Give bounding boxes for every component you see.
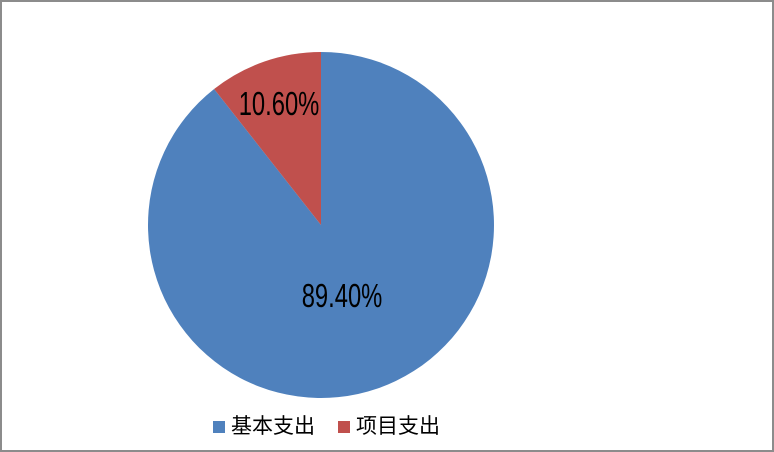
pie-slice-project-expenditure[interactable]	[214, 51, 321, 225]
legend-label: 项目支出	[356, 415, 440, 438]
pie-slice-basic-expenditure[interactable]	[147, 52, 494, 398]
legend-swatch-icon	[338, 421, 350, 433]
legend: 基本支出 项目支出	[213, 414, 440, 440]
legend-label: 基本支出	[231, 415, 315, 438]
legend-swatch-icon	[213, 421, 225, 433]
legend-item-basic-expenditure[interactable]: 基本支出	[213, 414, 315, 440]
legend-item-project-expenditure[interactable]: 项目支出	[338, 414, 440, 440]
